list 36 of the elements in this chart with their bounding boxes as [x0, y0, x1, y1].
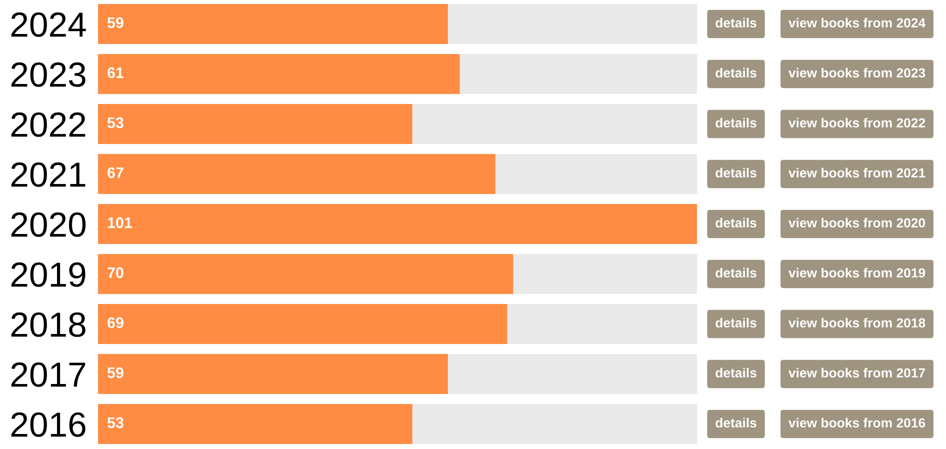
text: view books from 2021 [788, 168, 926, 178]
text: view books from 2023 [788, 68, 926, 78]
text: details [716, 168, 756, 178]
text: details [716, 318, 756, 328]
text: details [716, 18, 756, 28]
data-label: 101 [108, 217, 132, 228]
text: view books from 2020 [788, 218, 926, 228]
data-label: 70 [108, 267, 124, 278]
text: details [716, 218, 756, 228]
data-label: 59 [107, 367, 124, 378]
data-label: 67 [108, 167, 124, 178]
data-label: 53 [107, 417, 124, 428]
y-tick-label: 2022 [11, 112, 86, 137]
text: details [716, 118, 756, 128]
data-label: 53 [107, 117, 124, 128]
y-tick-label: 2018 [11, 312, 86, 337]
text: view books from 2024 [788, 18, 926, 28]
text: details [716, 268, 756, 278]
data-label: 59 [107, 17, 124, 28]
text: view books from 2022 [788, 118, 926, 128]
text: view books from 2018 [788, 318, 926, 328]
text: view books from 2019 [788, 268, 926, 278]
y-tick-label: 2020 [11, 212, 86, 237]
y-tick-label: 2023 [11, 62, 86, 87]
text: view books from 2017 [788, 368, 925, 378]
text: view books from 2016 [788, 418, 926, 428]
data-label: 61 [108, 67, 124, 78]
y-tick-label: 2024 [11, 12, 86, 37]
text: details [716, 418, 756, 428]
data-label: 69 [108, 317, 124, 328]
text: details [716, 68, 756, 78]
y-tick-label: 2016 [11, 412, 86, 437]
y-tick-label: 2019 [11, 262, 86, 287]
y-tick-label: 2017 [11, 362, 86, 387]
y-tick-label: 2021 [11, 162, 86, 187]
text: details [716, 368, 756, 378]
